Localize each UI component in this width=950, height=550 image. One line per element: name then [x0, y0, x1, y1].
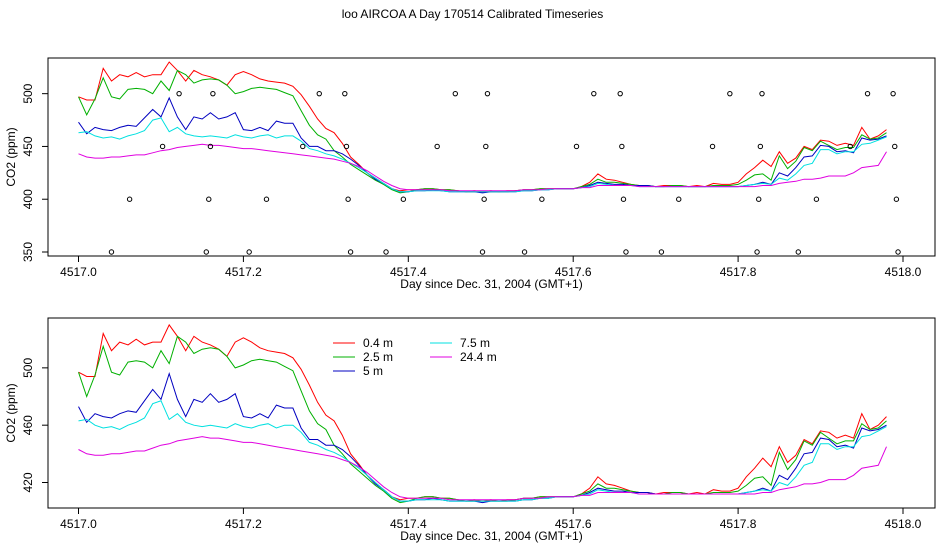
- bottom-x-tick-label: 4517.2: [225, 517, 262, 531]
- top-marker-point: [345, 196, 351, 202]
- bottom-x-tick-label: 4517.6: [555, 517, 592, 531]
- top-series-line-24-4-m: [78, 143, 887, 192]
- bottom-plot-frame: [47, 317, 936, 509]
- top-marker-point: [864, 90, 871, 97]
- top-marker-point: [623, 249, 629, 255]
- top-marker-point: [813, 196, 820, 202]
- top-marker-point: [479, 249, 486, 255]
- bottom-series-line-24-4-m: [78, 436, 887, 501]
- top-series-line-2-5-m: [78, 69, 887, 194]
- top-marker-point: [159, 143, 166, 150]
- top-marker-point: [617, 90, 623, 97]
- bottom-series-line-5-m: [78, 371, 887, 504]
- legend-label: 0.4 m: [363, 336, 393, 350]
- top-marker-point: [676, 196, 682, 202]
- top-marker-point: [343, 143, 350, 150]
- top-marker-point: [203, 249, 209, 255]
- top-x-axis-label: Day since Dec. 31, 2004 (GMT+1): [400, 277, 582, 291]
- bottom-x-axis-label: Day since Dec. 31, 2004 (GMT+1): [400, 529, 582, 543]
- legend-label: 7.5 m: [460, 336, 490, 350]
- top-plot-frame: [47, 57, 936, 257]
- top-marker-point: [539, 196, 545, 202]
- top-series-line-7-5-m: [78, 117, 887, 193]
- legend-label: 5 m: [363, 364, 383, 378]
- top-marker-point: [481, 196, 487, 202]
- page-title: loo AIRCOA A Day 170514 Calibrated Times…: [341, 7, 604, 21]
- top-marker-point: [847, 143, 853, 150]
- top-x-tick-label: 4518.0: [885, 265, 922, 279]
- top-marker-point: [757, 143, 764, 150]
- top-marker-point: [483, 143, 489, 150]
- top-marker-point: [892, 143, 898, 150]
- top-marker-point: [452, 90, 458, 97]
- top-marker-point: [484, 90, 491, 97]
- top-marker-point: [895, 249, 901, 255]
- top-marker-point: [754, 249, 760, 255]
- top-marker-point: [342, 90, 348, 97]
- top-marker-point: [300, 143, 306, 150]
- top-x-tick-label: 4517.4: [390, 265, 427, 279]
- top-marker-point: [893, 196, 900, 202]
- top-series-line-0-4-m: [78, 61, 887, 193]
- top-marker-point: [108, 249, 115, 255]
- top-marker-point: [620, 196, 627, 202]
- bottom-series-line-7-5-m: [78, 400, 887, 502]
- top-y-tick-label: 400: [21, 189, 35, 209]
- top-marker-point: [206, 196, 212, 202]
- top-marker-point: [727, 90, 733, 97]
- top-x-tick-label: 4517.6: [555, 265, 592, 279]
- bottom-y-tick-label: 420: [21, 472, 35, 492]
- top-marker-point: [890, 90, 896, 97]
- top-x-tick-label: 4517.0: [60, 265, 97, 279]
- bottom-x-tick-label: 4517.0: [60, 517, 97, 531]
- bottom-x-tick-label: 4517.4: [390, 517, 427, 531]
- top-marker-point: [795, 249, 801, 255]
- top-marker-point: [246, 249, 252, 255]
- bottom-y-tick-label: 460: [21, 415, 35, 435]
- top-marker-point: [756, 196, 762, 202]
- top-marker-point: [434, 143, 440, 150]
- top-marker-point: [591, 90, 597, 97]
- bottom-x-tick-label: 4518.0: [885, 517, 922, 531]
- top-marker-point: [619, 143, 625, 150]
- legend-label: 24.4 m: [460, 350, 497, 364]
- top-marker-point: [316, 90, 322, 97]
- top-marker-point: [400, 196, 407, 202]
- top-x-tick-label: 4517.2: [225, 265, 262, 279]
- top-y-tick-label: 350: [21, 242, 35, 262]
- top-marker-point: [347, 249, 354, 255]
- bottom-y-tick-label: 500: [21, 358, 35, 378]
- top-marker-point: [709, 143, 716, 150]
- top-marker-point: [126, 196, 133, 202]
- top-marker-point: [658, 249, 665, 255]
- top-marker-point: [383, 249, 389, 255]
- top-marker-point: [521, 249, 528, 255]
- top-y-axis-label: CO2 (ppm): [4, 127, 18, 186]
- bottom-x-tick-label: 4517.8: [720, 517, 757, 531]
- top-y-tick-label: 500: [21, 83, 35, 103]
- top-x-tick-label: 4517.8: [720, 265, 757, 279]
- top-marker-point: [207, 143, 214, 150]
- top-series-line-5-m: [78, 96, 887, 194]
- top-y-tick-label: 450: [21, 136, 35, 156]
- top-marker-point: [210, 90, 216, 97]
- top-marker-point: [176, 90, 182, 97]
- legend-label: 2.5 m: [363, 350, 393, 364]
- top-marker-point: [573, 143, 580, 150]
- bottom-y-axis-label: CO2 (ppm): [4, 383, 18, 442]
- top-marker-point: [263, 196, 270, 202]
- top-marker-point: [759, 90, 765, 97]
